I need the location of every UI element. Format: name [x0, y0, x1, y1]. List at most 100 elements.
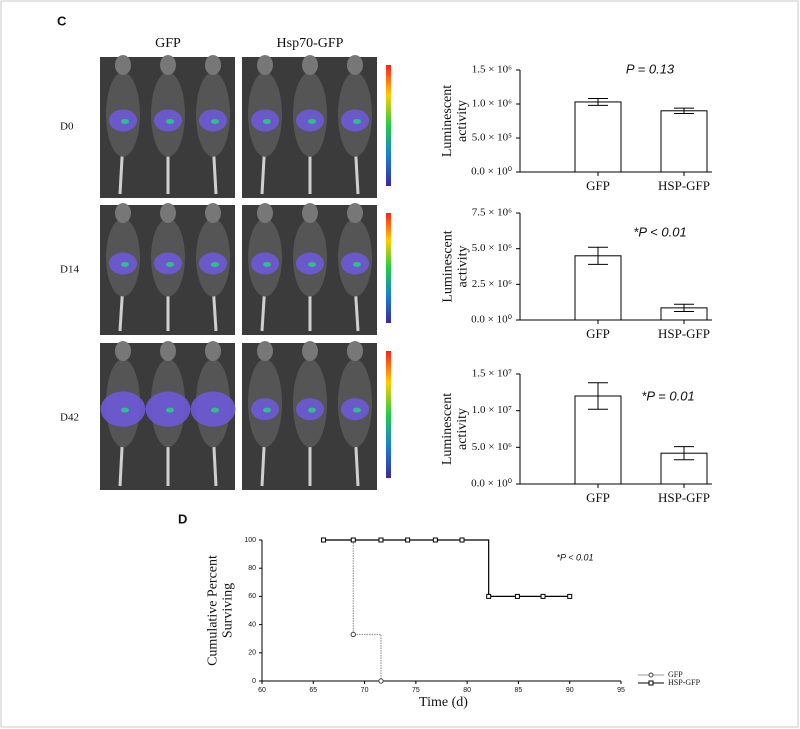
- marker: [540, 593, 546, 599]
- y-axis-label: Cumulative Percent Surviving: [205, 555, 235, 666]
- y-tick-label: 7.5 × 10⁶: [472, 207, 512, 219]
- error-bar: [588, 246, 608, 265]
- axis-label-box: Luminescent activity: [440, 230, 470, 303]
- x-tick-label: HSP-GFP: [658, 178, 710, 193]
- axis-label-box: Cumulative Percent Surviving: [205, 555, 235, 666]
- marker: [432, 537, 438, 543]
- x-tick-label: HSP-GFP: [658, 490, 710, 505]
- mouse-head: [205, 203, 221, 223]
- signal-core: [263, 262, 271, 267]
- y-tick-label: 60: [248, 593, 256, 600]
- mouse-head: [257, 55, 273, 75]
- bar: [574, 395, 622, 485]
- y-tick-label: 0: [252, 678, 256, 685]
- marker: [405, 537, 411, 543]
- mouse-head: [347, 203, 363, 223]
- color-bar: [386, 351, 391, 478]
- axis-label-box: Luminescent activity: [440, 392, 470, 466]
- column-label: GFP: [155, 36, 181, 51]
- y-tick-label: 0.0 × 10⁰: [471, 478, 512, 490]
- marker: [378, 537, 384, 543]
- mouse-head: [257, 203, 273, 223]
- y-axis-label: Luminescent activity: [440, 84, 470, 158]
- x-tick-label: 90: [566, 687, 574, 694]
- bar: [574, 101, 622, 173]
- y-tick-label: 5.0 × 10⁵: [472, 132, 512, 144]
- legend-label: HSP-GFP: [668, 678, 701, 687]
- signal-core: [166, 407, 174, 413]
- marker: [514, 593, 520, 599]
- panel-label: C: [57, 13, 67, 28]
- x-tick-label: 95: [617, 687, 625, 694]
- y-tick-label: 20: [248, 650, 256, 657]
- signal-core: [121, 118, 129, 124]
- y-tick-label: 0.0 × 10⁰: [471, 314, 512, 326]
- signal-core: [353, 407, 361, 413]
- mouse-head: [302, 341, 318, 361]
- x-tick-label: HSP-GFP: [658, 326, 710, 341]
- y-axis-label: Luminescent activity: [440, 392, 470, 466]
- signal-core: [166, 118, 174, 124]
- marker: [567, 593, 573, 599]
- mouse-head: [257, 341, 273, 361]
- mouse-head: [115, 203, 131, 223]
- error-bar: [588, 382, 608, 410]
- x-tick-label: 60: [258, 687, 266, 694]
- marker: [378, 678, 384, 684]
- row-label: D0: [60, 121, 74, 133]
- signal-core: [308, 407, 316, 413]
- mouse-head: [347, 341, 363, 361]
- marker: [350, 631, 356, 638]
- y-tick-label: 2.5 × 10⁶: [472, 278, 512, 290]
- signal-core: [308, 262, 316, 267]
- column-label: Hsp70-GFP: [277, 36, 344, 51]
- mouse-head: [302, 203, 318, 223]
- marker: [486, 593, 492, 599]
- mouse-head: [205, 341, 221, 361]
- signal-core: [263, 118, 271, 124]
- annotation: *P < 0.01: [557, 552, 594, 562]
- x-axis-label: Time (d): [419, 695, 468, 710]
- color-bar: [386, 213, 391, 323]
- y-tick-label: 1.0 × 10⁷: [472, 404, 512, 416]
- signal-core: [211, 262, 219, 267]
- y-tick-label: 100: [244, 537, 256, 544]
- legend-marker: [648, 672, 654, 678]
- y-axis-label: Luminescent activity: [440, 230, 470, 303]
- error-bar: [674, 107, 694, 115]
- error-bar: [674, 303, 694, 312]
- panel-label: D: [178, 511, 187, 526]
- bar: [660, 110, 708, 173]
- signal-core: [121, 262, 129, 267]
- annotation: *P = 0.01: [641, 388, 694, 403]
- x-tick-label: 70: [361, 687, 369, 694]
- y-tick-label: 80: [248, 565, 256, 572]
- x-tick-label: GFP: [586, 490, 610, 505]
- marker: [459, 537, 465, 543]
- y-tick-label: 40: [248, 621, 256, 628]
- signal-core: [166, 262, 174, 267]
- mouse-head: [347, 55, 363, 75]
- y-tick-label: 0.0 × 10⁰: [471, 166, 512, 178]
- signal-core: [211, 407, 219, 413]
- marker: [321, 537, 327, 543]
- legend-marker: [648, 680, 654, 686]
- signal-core: [308, 118, 316, 124]
- annotation: P = 0.13: [626, 61, 675, 76]
- y-tick-label: 5.0 × 10⁶: [472, 242, 512, 254]
- signal-core: [121, 407, 129, 413]
- x-tick-label: GFP: [586, 178, 610, 193]
- mouse-head: [115, 341, 131, 361]
- mouse-head: [205, 55, 221, 75]
- y-tick-label: 1.5 × 10⁷: [472, 368, 512, 380]
- mouse-head: [302, 55, 318, 75]
- color-bar: [386, 65, 391, 186]
- mouse-head: [160, 55, 176, 75]
- error-bar: [588, 98, 608, 106]
- row-label: D42: [60, 412, 79, 424]
- marker: [350, 537, 356, 543]
- signal-core: [353, 118, 361, 124]
- axis-label-box: Luminescent activity: [440, 84, 470, 158]
